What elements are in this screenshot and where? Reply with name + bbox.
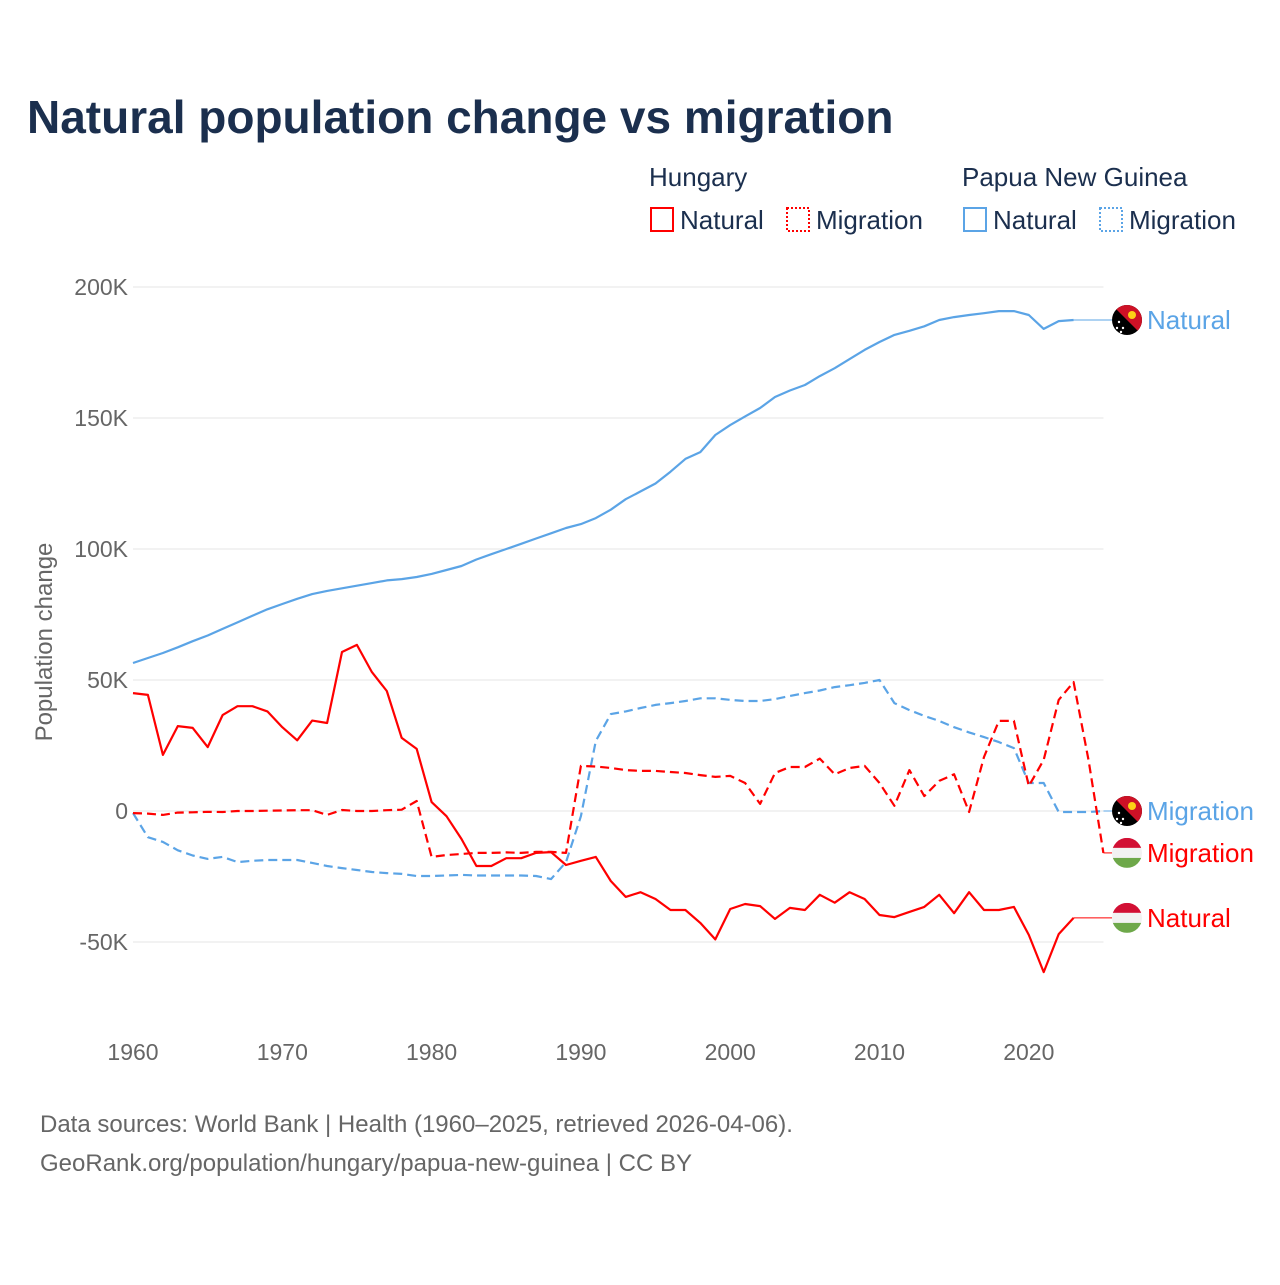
flag-white-stripe [1112,912,1142,923]
x-tick-label: 1960 [107,1039,158,1065]
end-label-hungary-natural: Natural [1073,902,1231,933]
y-tick-label: -50K [79,929,128,955]
series-lines [132,310,1105,974]
legend-group-png: Papua New Guinea [962,162,1188,192]
footer-link[interactable]: GeoRank.org/population/hungary/papua-new… [40,1150,692,1177]
x-tick-label: 2000 [705,1039,756,1065]
end-label-text: Migration [1147,838,1254,868]
flag-red-stripe [1112,902,1142,913]
end-label-png-natural: Natural [1073,305,1231,336]
flag-clip [1112,902,1142,933]
flag-clip [1112,305,1142,336]
flag-green-stripe [1112,922,1142,933]
y-axis: 200K 150K 100K 50K 0 -50K [74,274,128,955]
flag-bird [1128,311,1136,320]
flag-bird [1128,802,1136,810]
y-tick-label: 150K [74,405,128,431]
end-label-text: Migration [1147,796,1254,826]
line-hungary-migration [132,680,1105,859]
flag-star [1115,326,1119,330]
legend-swatch-hungary-natural [650,207,674,232]
flag-clip [1112,796,1142,826]
legend-label-hungary-migration[interactable]: Migration [816,205,923,235]
flag-star [1115,817,1119,821]
legend-swatch-png-natural [963,207,987,232]
y-tick-label: 0 [115,798,128,824]
legend-swatch-png-migration [1099,207,1123,232]
y-tick-label: 100K [74,536,128,562]
flag-star [1121,817,1125,821]
line-png-migration [132,678,1104,881]
end-label-hungary-migration: Migration [1103,837,1254,868]
flag-red-stripe [1112,837,1142,848]
x-tick-label: 1980 [406,1039,457,1065]
chart-title: Natural population change vs migration [27,91,893,143]
y-tick-label: 200K [74,274,128,300]
gridlines [133,286,1104,943]
x-tick-label: 2020 [1003,1039,1054,1065]
legend-label-png-natural[interactable]: Natural [993,205,1077,235]
flag-star [1117,811,1121,815]
legend-label-png-migration[interactable]: Migration [1129,205,1236,235]
end-label-text: Natural [1147,305,1231,335]
png-flag-icon [1112,305,1142,336]
legend-swatch-hungary-migration [786,207,810,232]
x-tick-label: 1970 [257,1039,308,1065]
end-labels: Natural Migration Migration Natural [1073,305,1254,933]
x-tick-label: 2010 [854,1039,905,1065]
line-png-natural [132,310,1074,665]
x-tick-label: 1990 [555,1039,606,1065]
png-flag-icon [1112,796,1142,826]
y-axis-label: Population change [31,543,58,742]
legend-group-hungary: Hungary [649,162,747,192]
legend: Hungary Papua New Guinea Natural Migrati… [649,162,1236,235]
flag-white-stripe [1112,847,1142,858]
flag-star [1119,330,1123,334]
flag-green-stripe [1112,857,1142,868]
end-label-png-migration: Migration [1103,796,1254,826]
y-tick-label: 50K [87,667,129,693]
flag-star [1121,326,1125,330]
flag-star [1119,821,1123,825]
hungary-flag-icon [1112,902,1142,933]
x-axis: 1960 1970 1980 1990 2000 2010 2020 [107,1039,1054,1065]
hungary-flag-icon [1112,837,1142,868]
legend-label-hungary-natural[interactable]: Natural [680,205,764,235]
end-label-text: Natural [1147,903,1231,933]
footer-sources: Data sources: World Bank | Health (1960–… [40,1111,793,1138]
flag-star [1117,320,1121,324]
line-hungary-natural [132,643,1075,974]
flag-clip [1112,837,1142,868]
